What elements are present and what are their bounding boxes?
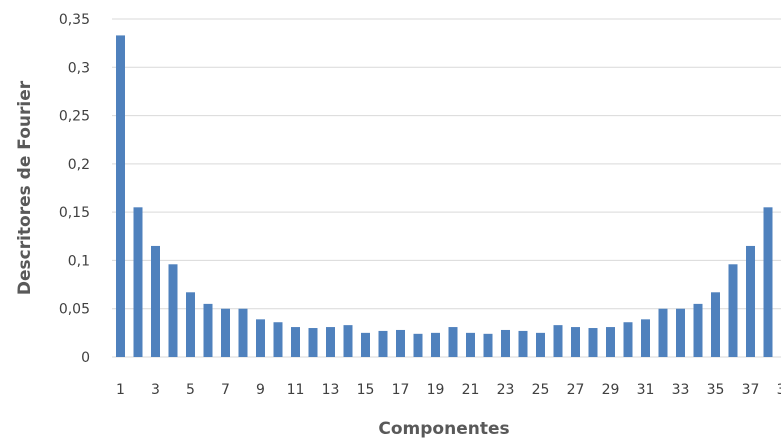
y-tick-label: 0,3: [68, 60, 90, 76]
y-tick-label: 0,2: [68, 157, 90, 173]
bar-13: [326, 327, 335, 357]
y-axis-title: Descritores de Fourier: [15, 80, 35, 295]
bar-22: [483, 333, 493, 357]
bar-29: [606, 327, 615, 357]
bar-11: [291, 327, 300, 357]
bar-36: [728, 264, 738, 357]
bar-33: [676, 308, 685, 357]
x-tick-label: 23: [497, 382, 515, 398]
x-tick-label: 29: [602, 382, 620, 398]
bar-2: [133, 207, 143, 357]
x-tick-label: 39: [777, 382, 781, 398]
y-tick-label: 0,25: [59, 109, 90, 125]
bar-23: [501, 329, 510, 357]
bar-4: [168, 264, 178, 357]
x-tick-label: 27: [567, 382, 585, 398]
x-tick-label: 19: [427, 382, 445, 398]
x-tick-label: 15: [357, 382, 375, 398]
bar-38: [763, 207, 773, 357]
bar-24: [518, 330, 528, 357]
bar-1: [116, 35, 125, 357]
bar-10: [273, 322, 283, 357]
bar-34: [693, 303, 703, 357]
bar-30: [623, 322, 633, 357]
y-tick-label: 0,1: [68, 253, 90, 269]
x-tick-label: 13: [322, 382, 340, 398]
x-tick-label: 25: [532, 382, 550, 398]
x-tick-label: 37: [742, 382, 760, 398]
bar-35: [711, 292, 720, 357]
bar-6: [203, 303, 213, 357]
y-axis-ticks: 0 0,05 0,1 0,15 0,2 0,25 0,3 0,35: [59, 12, 90, 366]
bar-8: [238, 308, 248, 357]
x-tick-label: 7: [221, 382, 230, 398]
bar-17: [396, 329, 405, 357]
bar-3: [151, 245, 160, 357]
bar-15: [361, 332, 370, 357]
y-tick-label: 0,05: [59, 302, 90, 318]
x-tick-label: 1: [116, 382, 125, 398]
x-tick-label: 21: [462, 382, 480, 398]
bar-20: [448, 327, 458, 357]
bar-28: [588, 328, 598, 357]
bar-series: [116, 35, 773, 357]
x-tick-label: 11: [287, 382, 305, 398]
bar-12: [308, 328, 318, 357]
y-tick-label: 0,15: [59, 205, 90, 221]
x-tick-label: 3: [151, 382, 160, 398]
x-tick-label: 17: [392, 382, 410, 398]
bar-26: [553, 325, 563, 357]
x-tick-label: 33: [672, 382, 690, 398]
bar-7: [221, 308, 230, 357]
bar-31: [641, 319, 650, 357]
x-axis-title: Componentes: [378, 419, 509, 439]
x-tick-label: 35: [707, 382, 725, 398]
bar-27: [571, 327, 580, 357]
bar-14: [343, 325, 353, 357]
bar-21: [466, 332, 475, 357]
y-tick-label: 0: [81, 350, 90, 366]
bar-18: [413, 333, 423, 357]
bar-32: [658, 308, 668, 357]
x-tick-label: 9: [256, 382, 265, 398]
bar-37: [746, 245, 755, 357]
x-axis-ticks: 13579111315171921232527293133353739: [116, 382, 781, 398]
bar-25: [536, 332, 545, 357]
x-tick-label: 5: [186, 382, 195, 398]
x-tick-label: 31: [637, 382, 655, 398]
bar-16: [378, 330, 388, 357]
bar-5: [186, 292, 195, 357]
y-tick-label: 0,35: [59, 12, 90, 28]
bar-9: [256, 319, 265, 357]
bar-19: [431, 332, 440, 357]
